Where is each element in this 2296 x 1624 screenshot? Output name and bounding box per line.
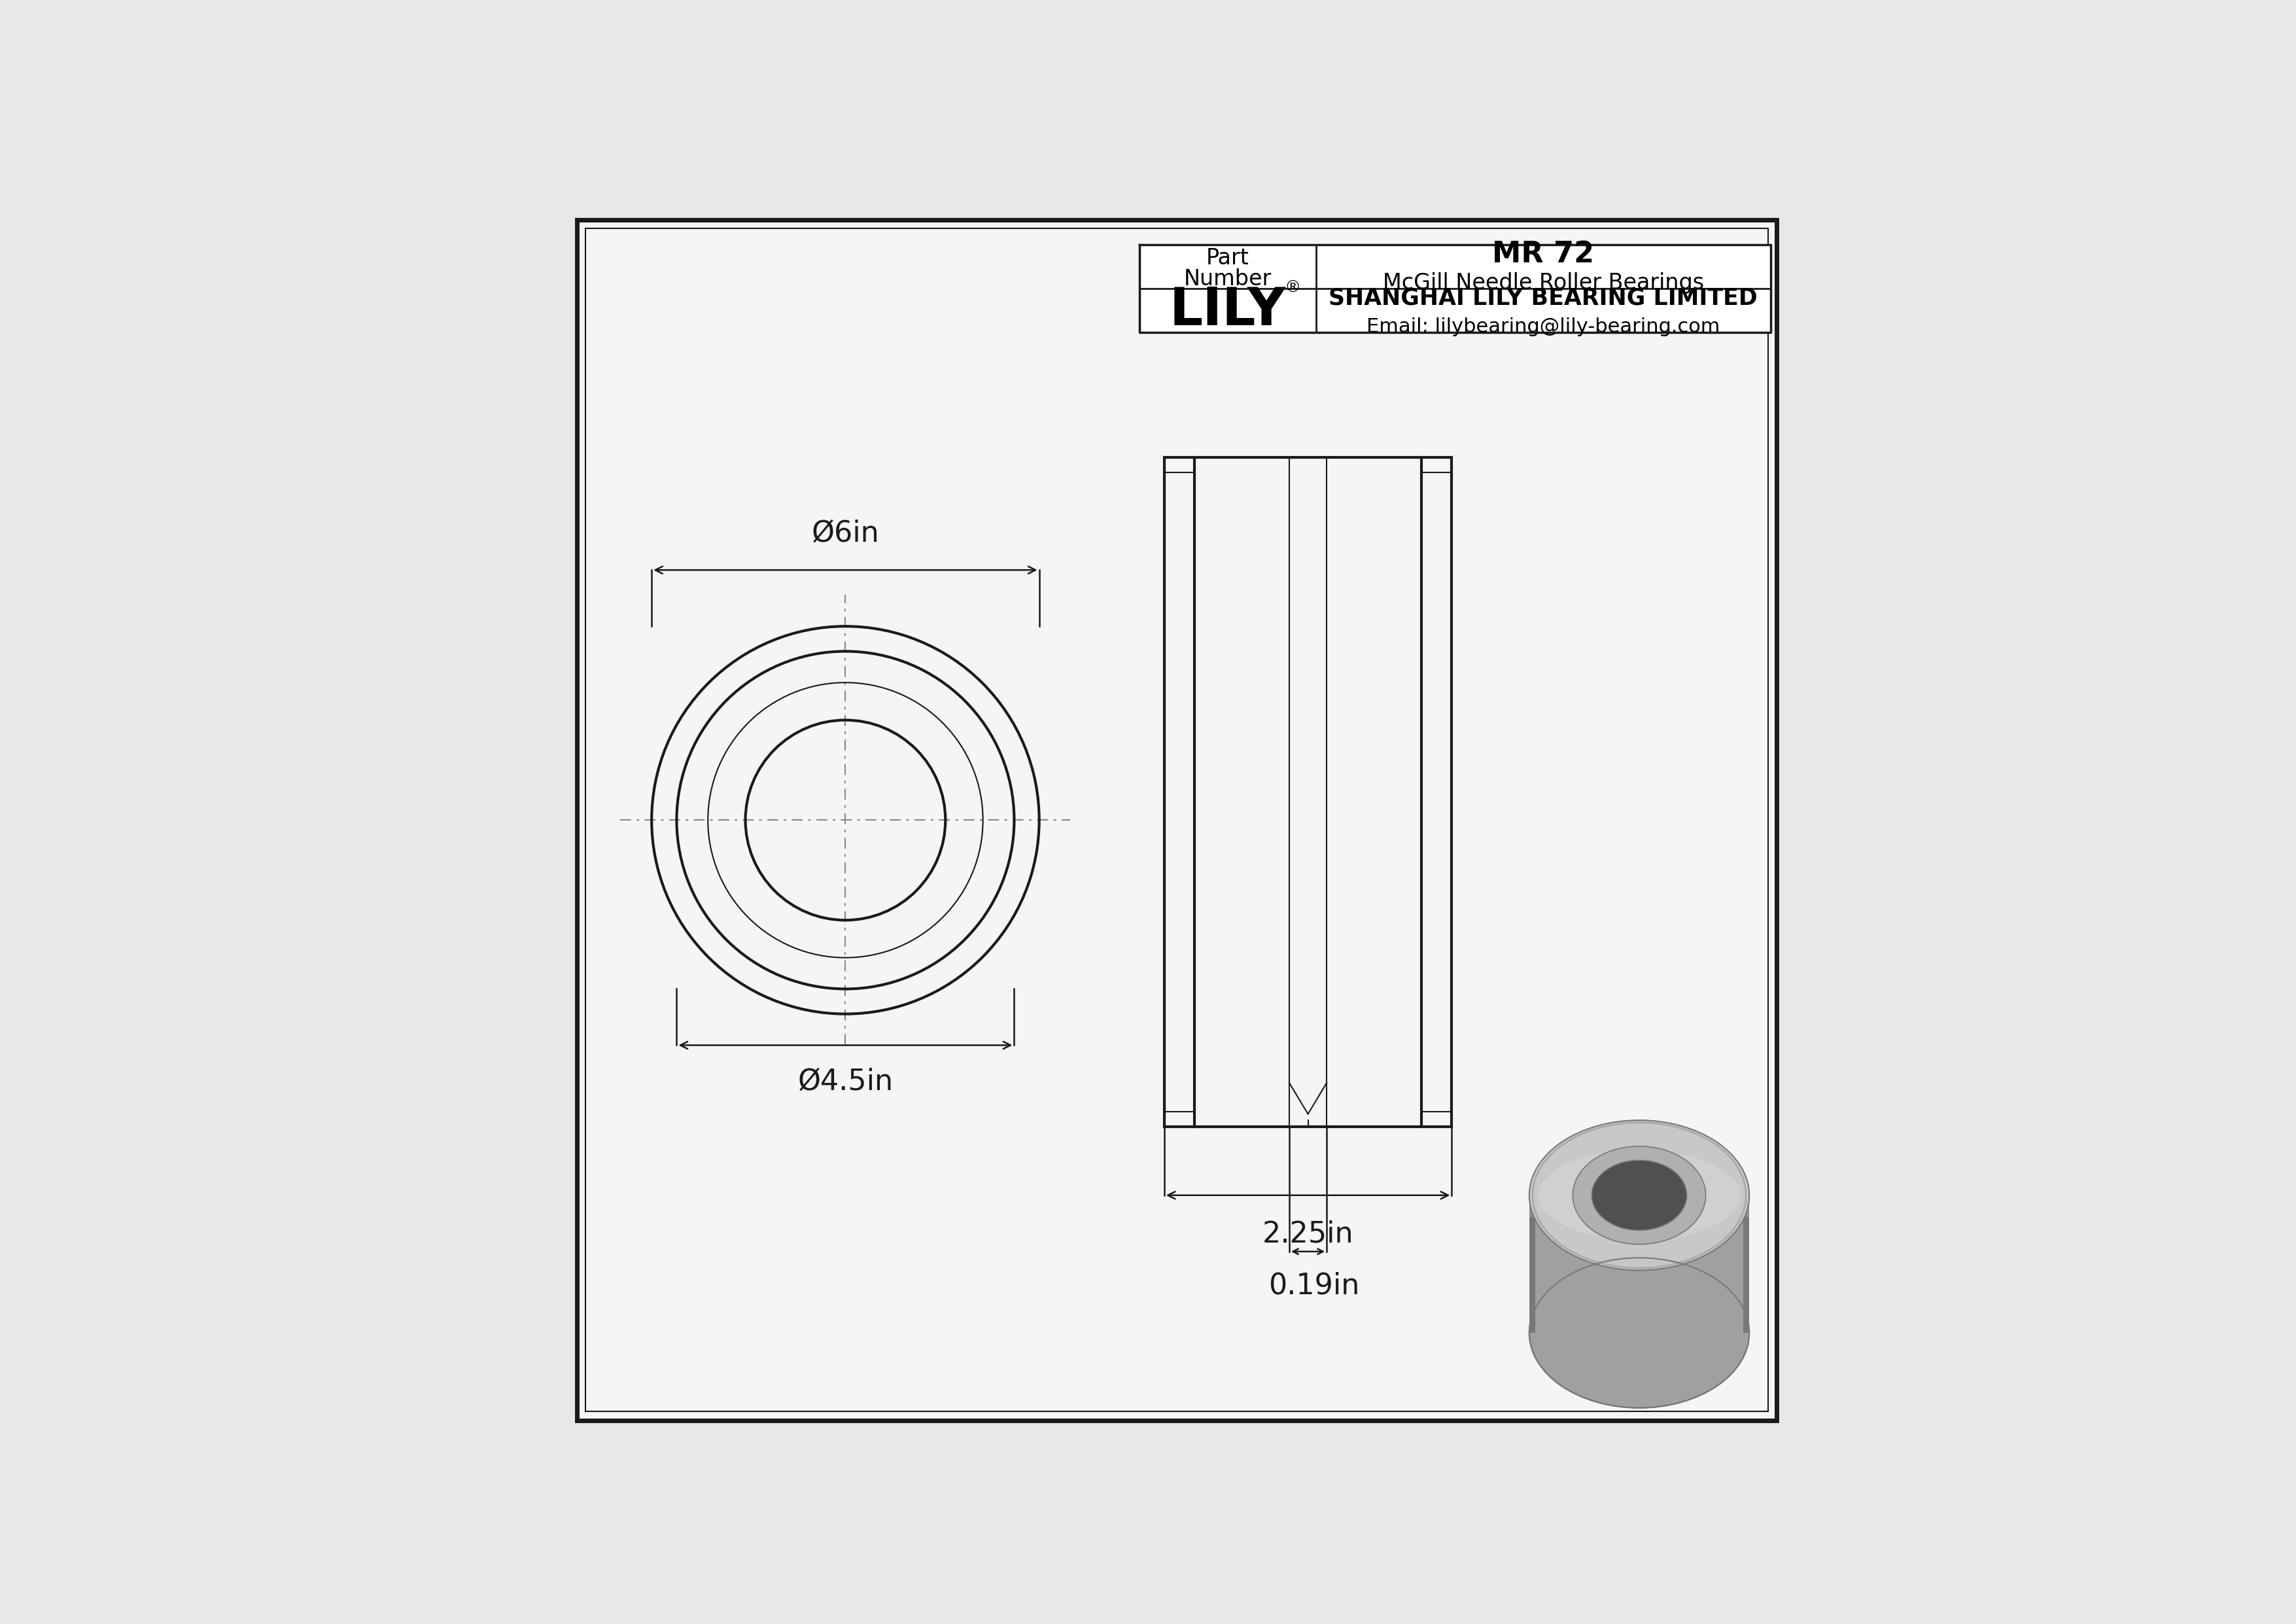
Text: SHANGHAI LILY BEARING LIMITED: SHANGHAI LILY BEARING LIMITED [1329,287,1759,309]
Ellipse shape [1538,1150,1740,1241]
Ellipse shape [1529,1121,1750,1270]
Text: 0.19in: 0.19in [1270,1272,1359,1299]
Text: Email: lilybearing@lily-bearing.com: Email: lilybearing@lily-bearing.com [1366,317,1720,336]
Polygon shape [1743,1195,1750,1333]
Text: MR 72: MR 72 [1492,240,1593,268]
Ellipse shape [1591,1160,1688,1231]
Bar [1139,245,1770,333]
Text: ®: ® [1283,281,1302,296]
Ellipse shape [1573,1147,1706,1244]
Text: Ø4.5in: Ø4.5in [797,1067,893,1096]
Text: McGill Needle Roller Bearings: McGill Needle Roller Bearings [1382,273,1704,294]
Polygon shape [1529,1195,1750,1333]
Text: Ø6in: Ø6in [810,520,879,547]
Ellipse shape [1529,1257,1750,1408]
Polygon shape [1529,1202,1750,1218]
Text: LILY: LILY [1169,286,1286,336]
Text: Number: Number [1185,268,1272,291]
Polygon shape [1529,1195,1536,1333]
Text: Part: Part [1205,247,1249,270]
Text: 2.25in: 2.25in [1263,1220,1355,1249]
